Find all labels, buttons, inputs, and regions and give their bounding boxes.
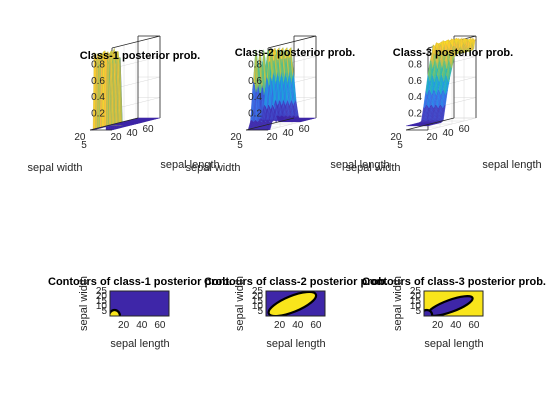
contour-regions (110, 308, 122, 316)
z-tick-label: 0.2 (91, 109, 105, 120)
x-tick-label: 20 (230, 132, 242, 143)
y-tick-label: 5 (257, 306, 263, 317)
y-tick-label: 40 (282, 128, 294, 139)
x-tick-label: 5 (397, 140, 403, 151)
z-tick-label: 0.4 (91, 92, 105, 103)
y-axis-label: sepal width (392, 276, 404, 331)
chart-title: Contours of class-3 posterior prob. (362, 276, 546, 288)
surface-patch (405, 125, 410, 127)
x-axis-label: sepal width (185, 162, 240, 174)
chart-title: Contours of class-1 posterior prob. (48, 276, 232, 288)
chart-title: Contours of class-2 posterior prob. (204, 276, 388, 288)
x-tick-label: 5 (81, 140, 87, 151)
y-tick-label: 15 (252, 296, 264, 307)
x-tick-label: 20 (390, 132, 402, 143)
axis-box (405, 117, 455, 131)
z-tick-label: 0.6 (248, 76, 262, 87)
y-tick-label: 60 (458, 124, 470, 135)
y-tick-label: 15 (96, 296, 108, 307)
axis-box (245, 117, 295, 131)
x-axis-label: sepal length (424, 338, 483, 350)
x-tick-label: 60 (154, 320, 166, 331)
axis-box (89, 117, 139, 131)
axes-box (265, 290, 326, 317)
y-tick-label: 20 (426, 132, 438, 143)
contour-region (424, 308, 434, 316)
x-tick-label: 5 (237, 140, 243, 151)
y-tick-label: 5 (415, 306, 421, 317)
chart-title: Class-3 posterior prob. (393, 47, 513, 59)
z-tick-label: 0.4 (248, 92, 262, 103)
contour-regions (424, 295, 474, 316)
y-tick-label: 25 (252, 286, 264, 297)
y-axis-label: sepal length (330, 159, 389, 171)
y-tick-label: 60 (298, 124, 310, 135)
x-axis-label: sepal width (27, 162, 82, 174)
y-tick-label: 10 (96, 301, 108, 312)
y-tick-label: 40 (442, 128, 454, 139)
x-tick-label: 40 (450, 320, 462, 331)
z-tick-label: 0.8 (91, 59, 105, 70)
x-tick-label: 20 (432, 320, 444, 331)
y-tick-label: 25 (96, 286, 108, 297)
y-tick-label: 20 (266, 132, 278, 143)
chart-title: Class-2 posterior prob. (235, 47, 355, 59)
z-tick-label: 0.2 (408, 109, 422, 120)
x-tick-label: 60 (310, 320, 322, 331)
y-axis-label: sepal length (160, 159, 219, 171)
x-tick-label: 60 (468, 320, 480, 331)
y-tick-label: 10 (252, 301, 264, 312)
y-tick-label: 20 (96, 291, 108, 302)
z-tick-label: 0.8 (408, 59, 422, 70)
x-axis-label: sepal length (110, 338, 169, 350)
y-tick-label: 5 (101, 306, 107, 317)
z-tick-label: 0.4 (408, 92, 422, 103)
x-tick-label: 20 (274, 320, 286, 331)
y-tick-label: 15 (410, 296, 422, 307)
z-tick-label: 0.6 (408, 76, 422, 87)
contour-region (267, 291, 318, 316)
y-axis-label: sepal length (482, 159, 541, 171)
axes-box (423, 290, 484, 317)
x-tick-label: 40 (136, 320, 148, 331)
y-axis-label: sepal width (78, 276, 90, 331)
contour-regions (267, 291, 318, 316)
axes-box (109, 290, 170, 317)
x-tick-label: 20 (74, 132, 86, 143)
y-tick-label: 25 (410, 286, 422, 297)
y-tick-label: 20 (110, 132, 122, 143)
x-tick-label: 40 (292, 320, 304, 331)
y-tick-label: 20 (252, 291, 264, 302)
y-tick-label: 20 (410, 291, 422, 302)
z-tick-label: 0.8 (248, 59, 262, 70)
y-axis-label: sepal width (234, 276, 246, 331)
chart-title: Class-1 posterior prob. (80, 50, 200, 62)
contour-region (110, 308, 122, 316)
z-tick-label: 0.6 (91, 76, 105, 87)
x-axis-label: sepal length (266, 338, 325, 350)
y-tick-label: 60 (142, 124, 154, 135)
x-axis-label: sepal width (345, 162, 400, 174)
y-tick-label: 10 (410, 301, 422, 312)
x-tick-label: 20 (118, 320, 130, 331)
z-tick-label: 0.2 (248, 109, 262, 120)
y-tick-label: 40 (126, 128, 138, 139)
